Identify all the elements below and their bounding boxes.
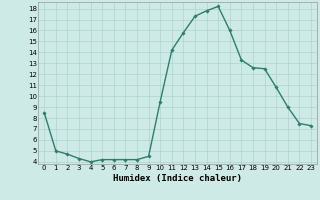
X-axis label: Humidex (Indice chaleur): Humidex (Indice chaleur): [113, 174, 242, 183]
